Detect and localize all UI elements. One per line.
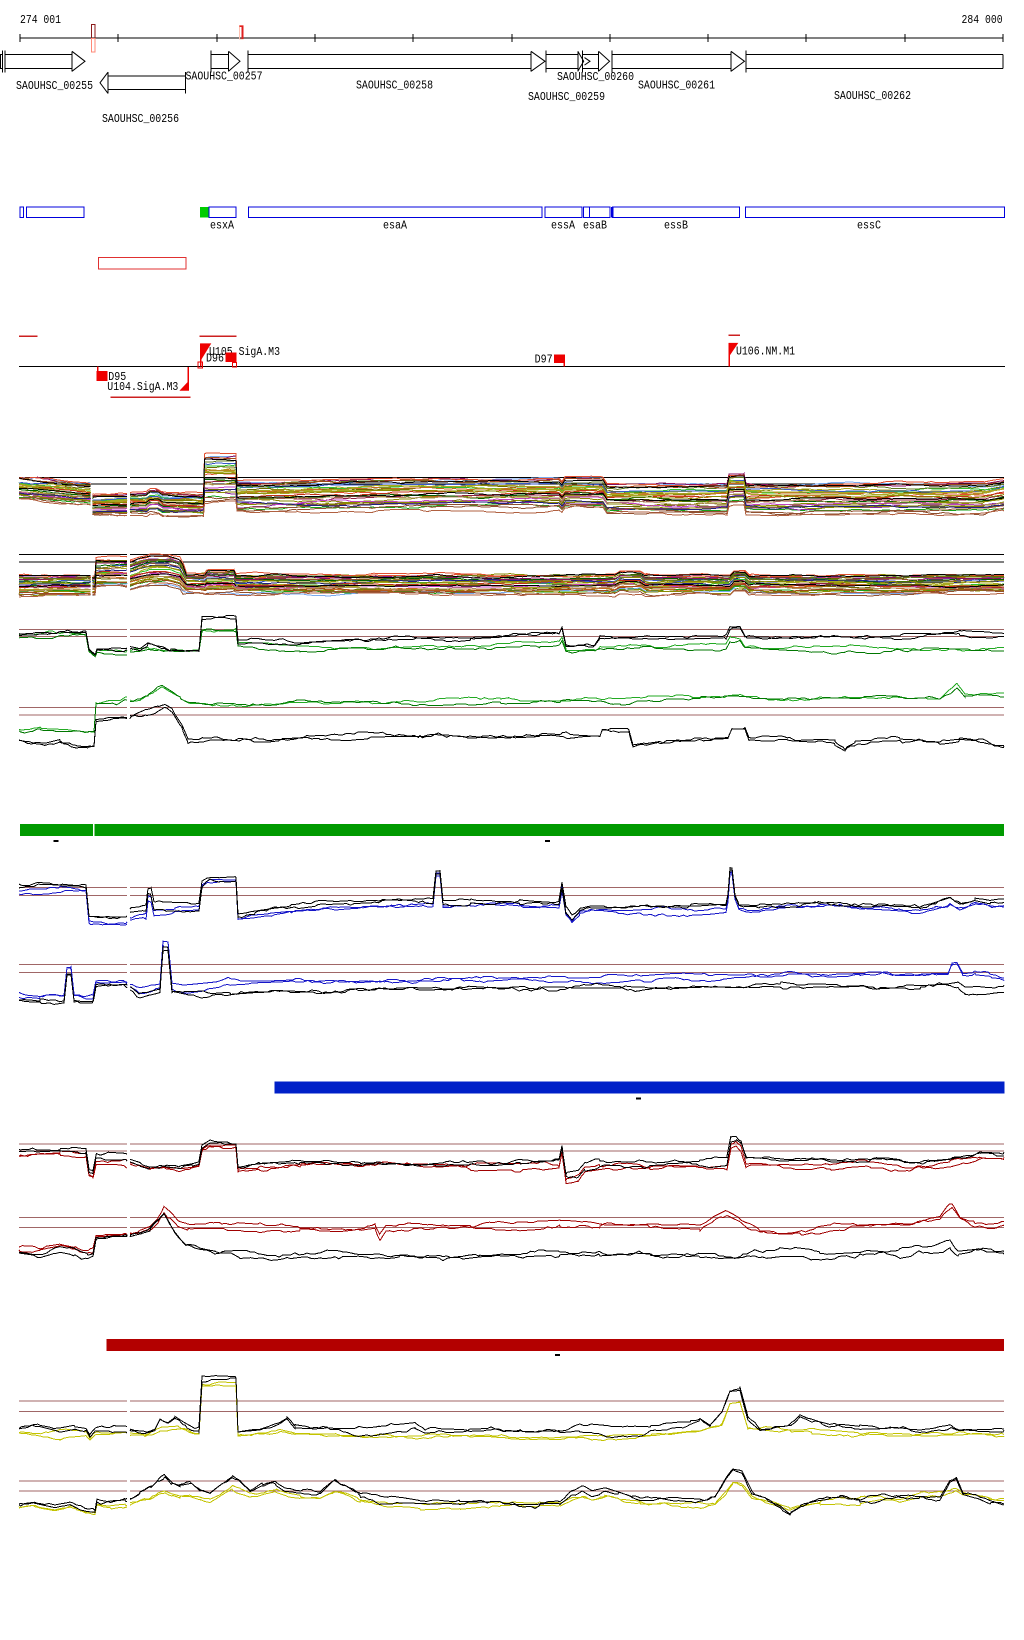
svg-text:essA: essA — [551, 219, 575, 232]
svg-text:274 001: 274 001 — [20, 14, 61, 27]
svg-text:SAOUHSC_00260: SAOUHSC_00260 — [557, 71, 634, 84]
svg-text:SAOUHSC_00261: SAOUHSC_00261 — [638, 80, 715, 93]
svg-text:essB: essB — [664, 219, 688, 232]
svg-text:U104.SigA.M3: U104.SigA.M3 — [107, 381, 178, 394]
svg-text:284 000: 284 000 — [962, 14, 1003, 27]
svg-text:SAOUHSC_00259: SAOUHSC_00259 — [528, 91, 605, 104]
svg-text:D95: D95 — [108, 371, 126, 384]
svg-text:SAOUHSC_00258: SAOUHSC_00258 — [356, 80, 433, 93]
svg-text:D97: D97 — [535, 353, 553, 366]
svg-text:SAOUHSC_00257: SAOUHSC_00257 — [186, 71, 263, 84]
svg-text:essC: essC — [857, 219, 881, 232]
svg-text:D96: D96 — [206, 353, 224, 366]
svg-text:U106.NM.M1: U106.NM.M1 — [736, 345, 795, 358]
svg-text:esxA: esxA — [210, 219, 234, 232]
svg-text:esaB: esaB — [583, 219, 607, 232]
svg-text:SAOUHSC_00262: SAOUHSC_00262 — [834, 90, 911, 103]
svg-text:SAOUHSC_00255: SAOUHSC_00255 — [16, 80, 93, 93]
svg-text:SAOUHSC_00256: SAOUHSC_00256 — [102, 113, 179, 126]
svg-text:esaA: esaA — [383, 219, 407, 232]
